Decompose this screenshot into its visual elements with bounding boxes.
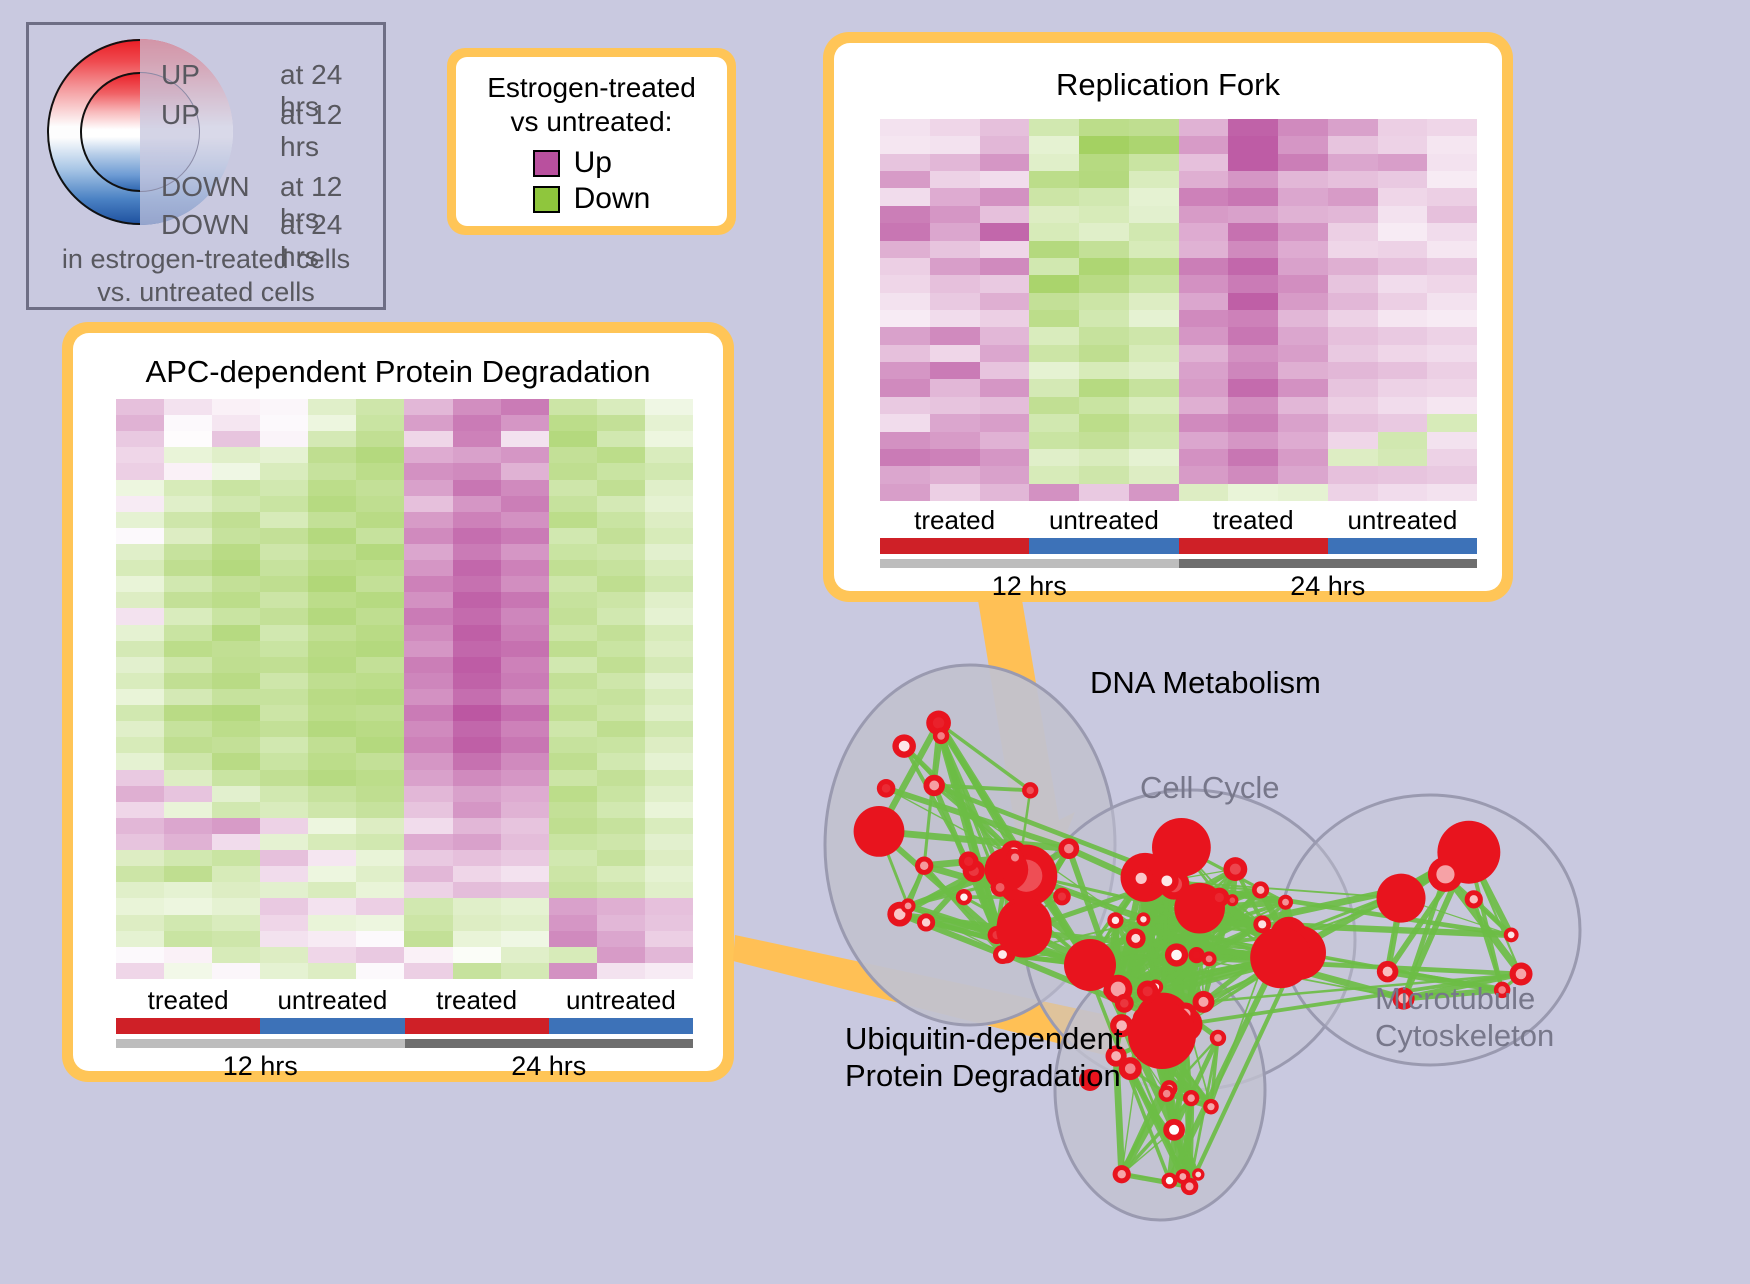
- network-node[interactable]: [1250, 927, 1311, 988]
- mt-line-2: Cytoskeleton: [1375, 1017, 1554, 1054]
- network-node[interactable]: [1192, 1168, 1204, 1180]
- network-node[interactable]: [1504, 927, 1519, 942]
- network-node[interactable]: [1465, 890, 1483, 908]
- network-node[interactable]: [1107, 912, 1123, 928]
- network-node[interactable]: [1161, 1173, 1177, 1189]
- network-svg: [790, 610, 1750, 1279]
- protein-interaction-network: DNA Metabolism Cell Cycle Microtubule Cy…: [790, 610, 1750, 1279]
- network-node[interactable]: [1058, 838, 1079, 859]
- network-node[interactable]: [1113, 1165, 1131, 1183]
- cluster-label-cell-cycle: Cell Cycle: [1140, 770, 1280, 806]
- network-node[interactable]: [892, 734, 916, 758]
- network-node[interactable]: [991, 878, 1010, 897]
- network-node[interactable]: [1006, 849, 1023, 866]
- network-node[interactable]: [1129, 866, 1153, 890]
- network-node[interactable]: [877, 779, 896, 798]
- network-node[interactable]: [1158, 1085, 1174, 1101]
- network-node[interactable]: [1203, 1099, 1219, 1115]
- network-node[interactable]: [933, 728, 949, 744]
- network-node[interactable]: [901, 898, 916, 913]
- network-node[interactable]: [1165, 943, 1188, 966]
- network-node[interactable]: [1064, 939, 1116, 991]
- network-node[interactable]: [1115, 994, 1134, 1013]
- network-node[interactable]: [1188, 947, 1204, 963]
- ub-line-1: Ubiquitin-dependent: [845, 1020, 1123, 1057]
- cluster-label-dna-metabolism: DNA Metabolism: [1090, 665, 1321, 701]
- network-node[interactable]: [1223, 857, 1247, 881]
- network-node[interactable]: [1152, 818, 1211, 877]
- network-node[interactable]: [917, 913, 935, 931]
- network-node[interactable]: [1163, 1119, 1185, 1141]
- network-node[interactable]: [915, 857, 933, 875]
- network-node[interactable]: [1183, 1090, 1199, 1106]
- network-node[interactable]: [1126, 929, 1146, 949]
- network-node[interactable]: [1128, 1001, 1196, 1069]
- mt-line-1: Microtubule: [1375, 980, 1554, 1017]
- network-node[interactable]: [1252, 881, 1269, 898]
- network-node[interactable]: [1175, 1169, 1190, 1184]
- network-node[interactable]: [1278, 895, 1293, 910]
- network-node[interactable]: [959, 851, 979, 871]
- ub-line-2: Protein Degradation: [845, 1057, 1123, 1094]
- network-node[interactable]: [996, 902, 1052, 958]
- network-node[interactable]: [1137, 981, 1159, 1003]
- network-node[interactable]: [1428, 857, 1463, 892]
- cluster-label-ubiquitin-degradation: Ubiquitin-dependent Protein Degradation: [845, 1020, 1123, 1094]
- network-node[interactable]: [1377, 874, 1426, 923]
- network-node[interactable]: [1209, 888, 1229, 908]
- network-node[interactable]: [1022, 782, 1038, 798]
- network-node[interactable]: [854, 806, 905, 857]
- cluster-label-microtubule-cytoskeleton: Microtubule Cytoskeleton: [1375, 980, 1554, 1054]
- network-node[interactable]: [1210, 1030, 1226, 1046]
- network-node[interactable]: [1053, 888, 1071, 906]
- network-node[interactable]: [956, 889, 972, 905]
- network-node[interactable]: [923, 775, 944, 796]
- network-node[interactable]: [1136, 912, 1150, 926]
